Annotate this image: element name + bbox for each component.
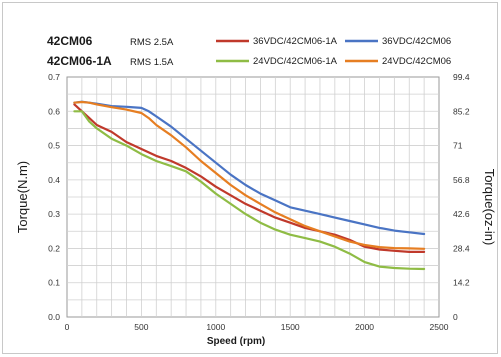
rms-label-1: RMS 2.5A — [130, 37, 174, 48]
y-tick-label-right: 0 — [453, 312, 458, 322]
x-tick-label: 0 — [65, 322, 70, 332]
legend: 36VDC/42CM06-1A 36VDC/42CM06 24VDC/42CM0… — [216, 36, 451, 67]
torque-speed-chart: 42CM06 RMS 2.5A 42CM06-1A RMS 1.5A 36VDC… — [2, 2, 498, 354]
y-tick-label-left: 0.6 — [48, 106, 60, 116]
legend-label-0: 36VDC/42CM06-1A — [253, 36, 338, 47]
y-tick-label-right: 28.4 — [453, 243, 470, 253]
x-tick-label: 500 — [134, 322, 148, 332]
y-axis-title-left: Torque(N.m) — [15, 161, 30, 233]
y-tick-label-left: 0.1 — [48, 278, 60, 288]
y-tick-label-left: 0.0 — [48, 312, 60, 322]
x-tick-label: 2000 — [355, 322, 374, 332]
y-tick-label-right: 42.6 — [453, 209, 470, 219]
y-tick-label-right: 56.8 — [453, 175, 470, 185]
x-tick-label: 1000 — [206, 322, 225, 332]
model-label-2: 42CM06-1A — [47, 54, 112, 68]
y-axis-title-right: Torque(oz-in) — [482, 169, 497, 246]
y-tick-label-left: 0.4 — [48, 175, 60, 185]
legend-label-3: 24VDC/42CM06 — [382, 56, 451, 67]
y-tick-label-right: 99.4 — [453, 72, 470, 82]
rms-label-2: RMS 1.5A — [130, 57, 174, 68]
x-axis-title: Speed (rpm) — [207, 336, 265, 347]
model-label-1: 42CM06 — [47, 34, 93, 48]
x-tick-label: 1500 — [281, 322, 300, 332]
x-tick-label: 2500 — [430, 322, 449, 332]
legend-label-2: 24VDC/42CM06-1A — [253, 56, 338, 67]
chart-svg: 42CM06 RMS 2.5A 42CM06-1A RMS 1.5A 36VDC… — [3, 3, 497, 353]
y-tick-label-right: 71 — [453, 141, 463, 151]
legend-label-1: 36VDC/42CM06 — [382, 36, 451, 47]
y-tick-label-right: 14.2 — [453, 278, 470, 288]
y-tick-label-left: 0.7 — [48, 72, 60, 82]
y-tick-label-left: 0.5 — [48, 141, 60, 151]
y-tick-label-left: 0.2 — [48, 243, 60, 253]
y-tick-label-right: 85.2 — [453, 106, 470, 116]
y-tick-label-left: 0.3 — [48, 209, 60, 219]
